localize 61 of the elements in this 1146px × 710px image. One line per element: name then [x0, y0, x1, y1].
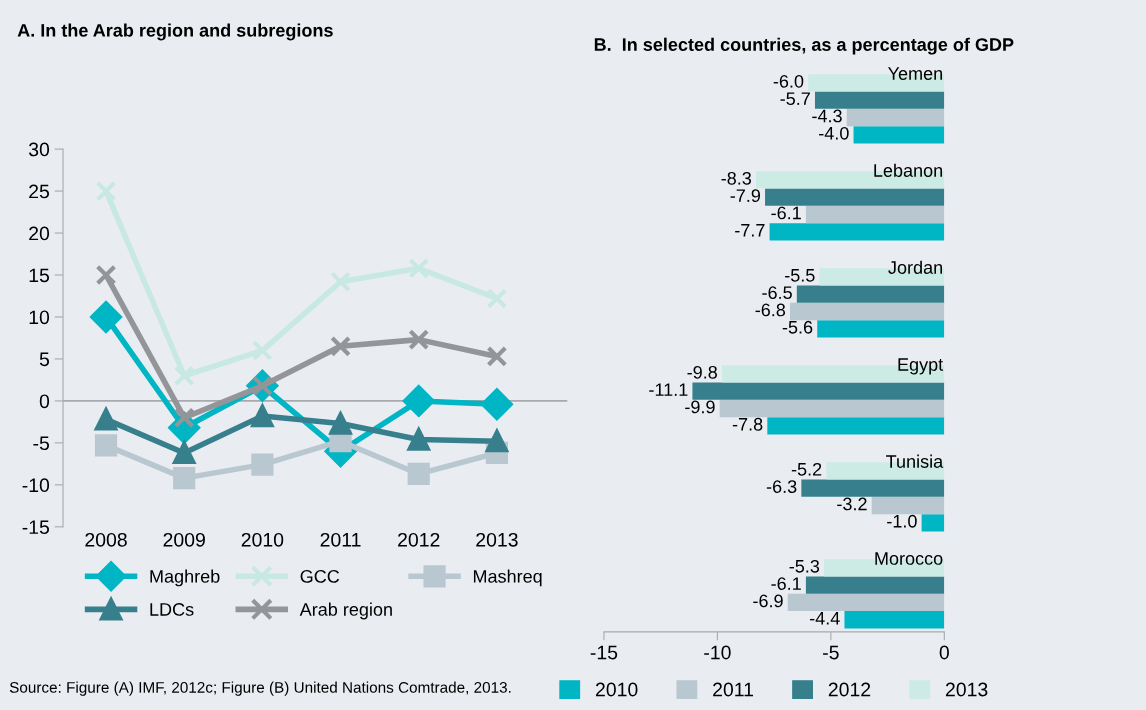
legend-label: 2012	[828, 682, 871, 697]
data-label: -4.4	[809, 612, 840, 625]
data-label: -7.7	[735, 224, 765, 237]
y-tick-label: Lebanon	[874, 163, 943, 177]
data-label: -6.3	[766, 480, 797, 493]
chart-title: A. In the Arab region and subregions	[17, 23, 333, 41]
data-label: -6.8	[755, 303, 786, 317]
x-tick-label: -15	[590, 645, 618, 660]
y-tick-label: 30	[28, 142, 50, 157]
y-tick-label: 5	[39, 352, 50, 367]
data-label: -4.3	[812, 109, 842, 123]
data-label: -7.9	[730, 189, 761, 203]
data-label: -5.3	[789, 559, 820, 573]
data-label: -5.6	[782, 320, 813, 334]
data-label: -1.0	[887, 514, 917, 528]
y-tick-label: 20	[29, 226, 50, 241]
y-tick-label: 10	[29, 310, 50, 325]
y-tick-label: 15	[29, 268, 50, 283]
y-tick-label: Morocco	[875, 552, 943, 565]
source-note: Source: Figure (A) IMF, 2012c; Figure (B) United Nations Comtrade, 2013.	[9, 681, 511, 696]
x-tick-label: 2012	[398, 532, 440, 547]
data-label: -6.0	[773, 74, 804, 88]
y-tick-label: Egypt	[898, 358, 944, 375]
legend-label: 2013	[945, 682, 988, 697]
data-label: -11.1	[649, 383, 688, 396]
x-tick-label: 2013	[476, 532, 518, 547]
x-tick-label: 2009	[163, 532, 205, 547]
x-tick-label: 2011	[320, 532, 361, 547]
y-tick-label: Jordan	[888, 260, 942, 274]
data-label: -4.0	[819, 126, 849, 140]
x-tick-label: 2010	[241, 532, 284, 547]
y-tick-label: Tunisia	[886, 454, 944, 468]
legend-label: Arab region	[299, 602, 392, 620]
data-label: -5.5	[785, 269, 815, 282]
chart-title: B. In selected countries, as a percentage of GDP	[594, 37, 1014, 55]
legend-label: Mashreq	[473, 569, 542, 587]
data-label: -9.8	[687, 365, 717, 379]
x-tick-label: -5	[823, 645, 839, 660]
legend-label: 2011	[713, 682, 754, 697]
x-tick-label: -10	[704, 645, 731, 660]
data-label: -5.2	[791, 462, 822, 476]
data-label: -3.2	[837, 497, 867, 511]
y-tick-label: 25	[29, 184, 50, 199]
data-label: -6.9	[753, 594, 783, 608]
legend-label: LDCs	[150, 603, 194, 616]
y-tick-label: -5	[33, 436, 50, 451]
data-label: -6.1	[771, 577, 801, 590]
data-label: -6.5	[762, 286, 792, 300]
legend-label: 2010	[595, 682, 638, 697]
y-tick-label: 0	[39, 394, 50, 409]
data-label: -7.8	[732, 417, 763, 431]
x-tick-label: 2008	[85, 532, 127, 547]
legend-label: Maghreb	[150, 569, 220, 587]
y-tick-label: Yemen	[888, 67, 942, 80]
y-tick-label: -15	[22, 520, 50, 535]
legend-label: GCC	[300, 569, 340, 583]
data-label: -5.7	[780, 92, 810, 106]
y-tick-label: -10	[22, 478, 50, 493]
data-label: -9.9	[685, 400, 715, 414]
data-label: -8.3	[721, 171, 752, 185]
data-label: -6.1	[771, 206, 801, 220]
